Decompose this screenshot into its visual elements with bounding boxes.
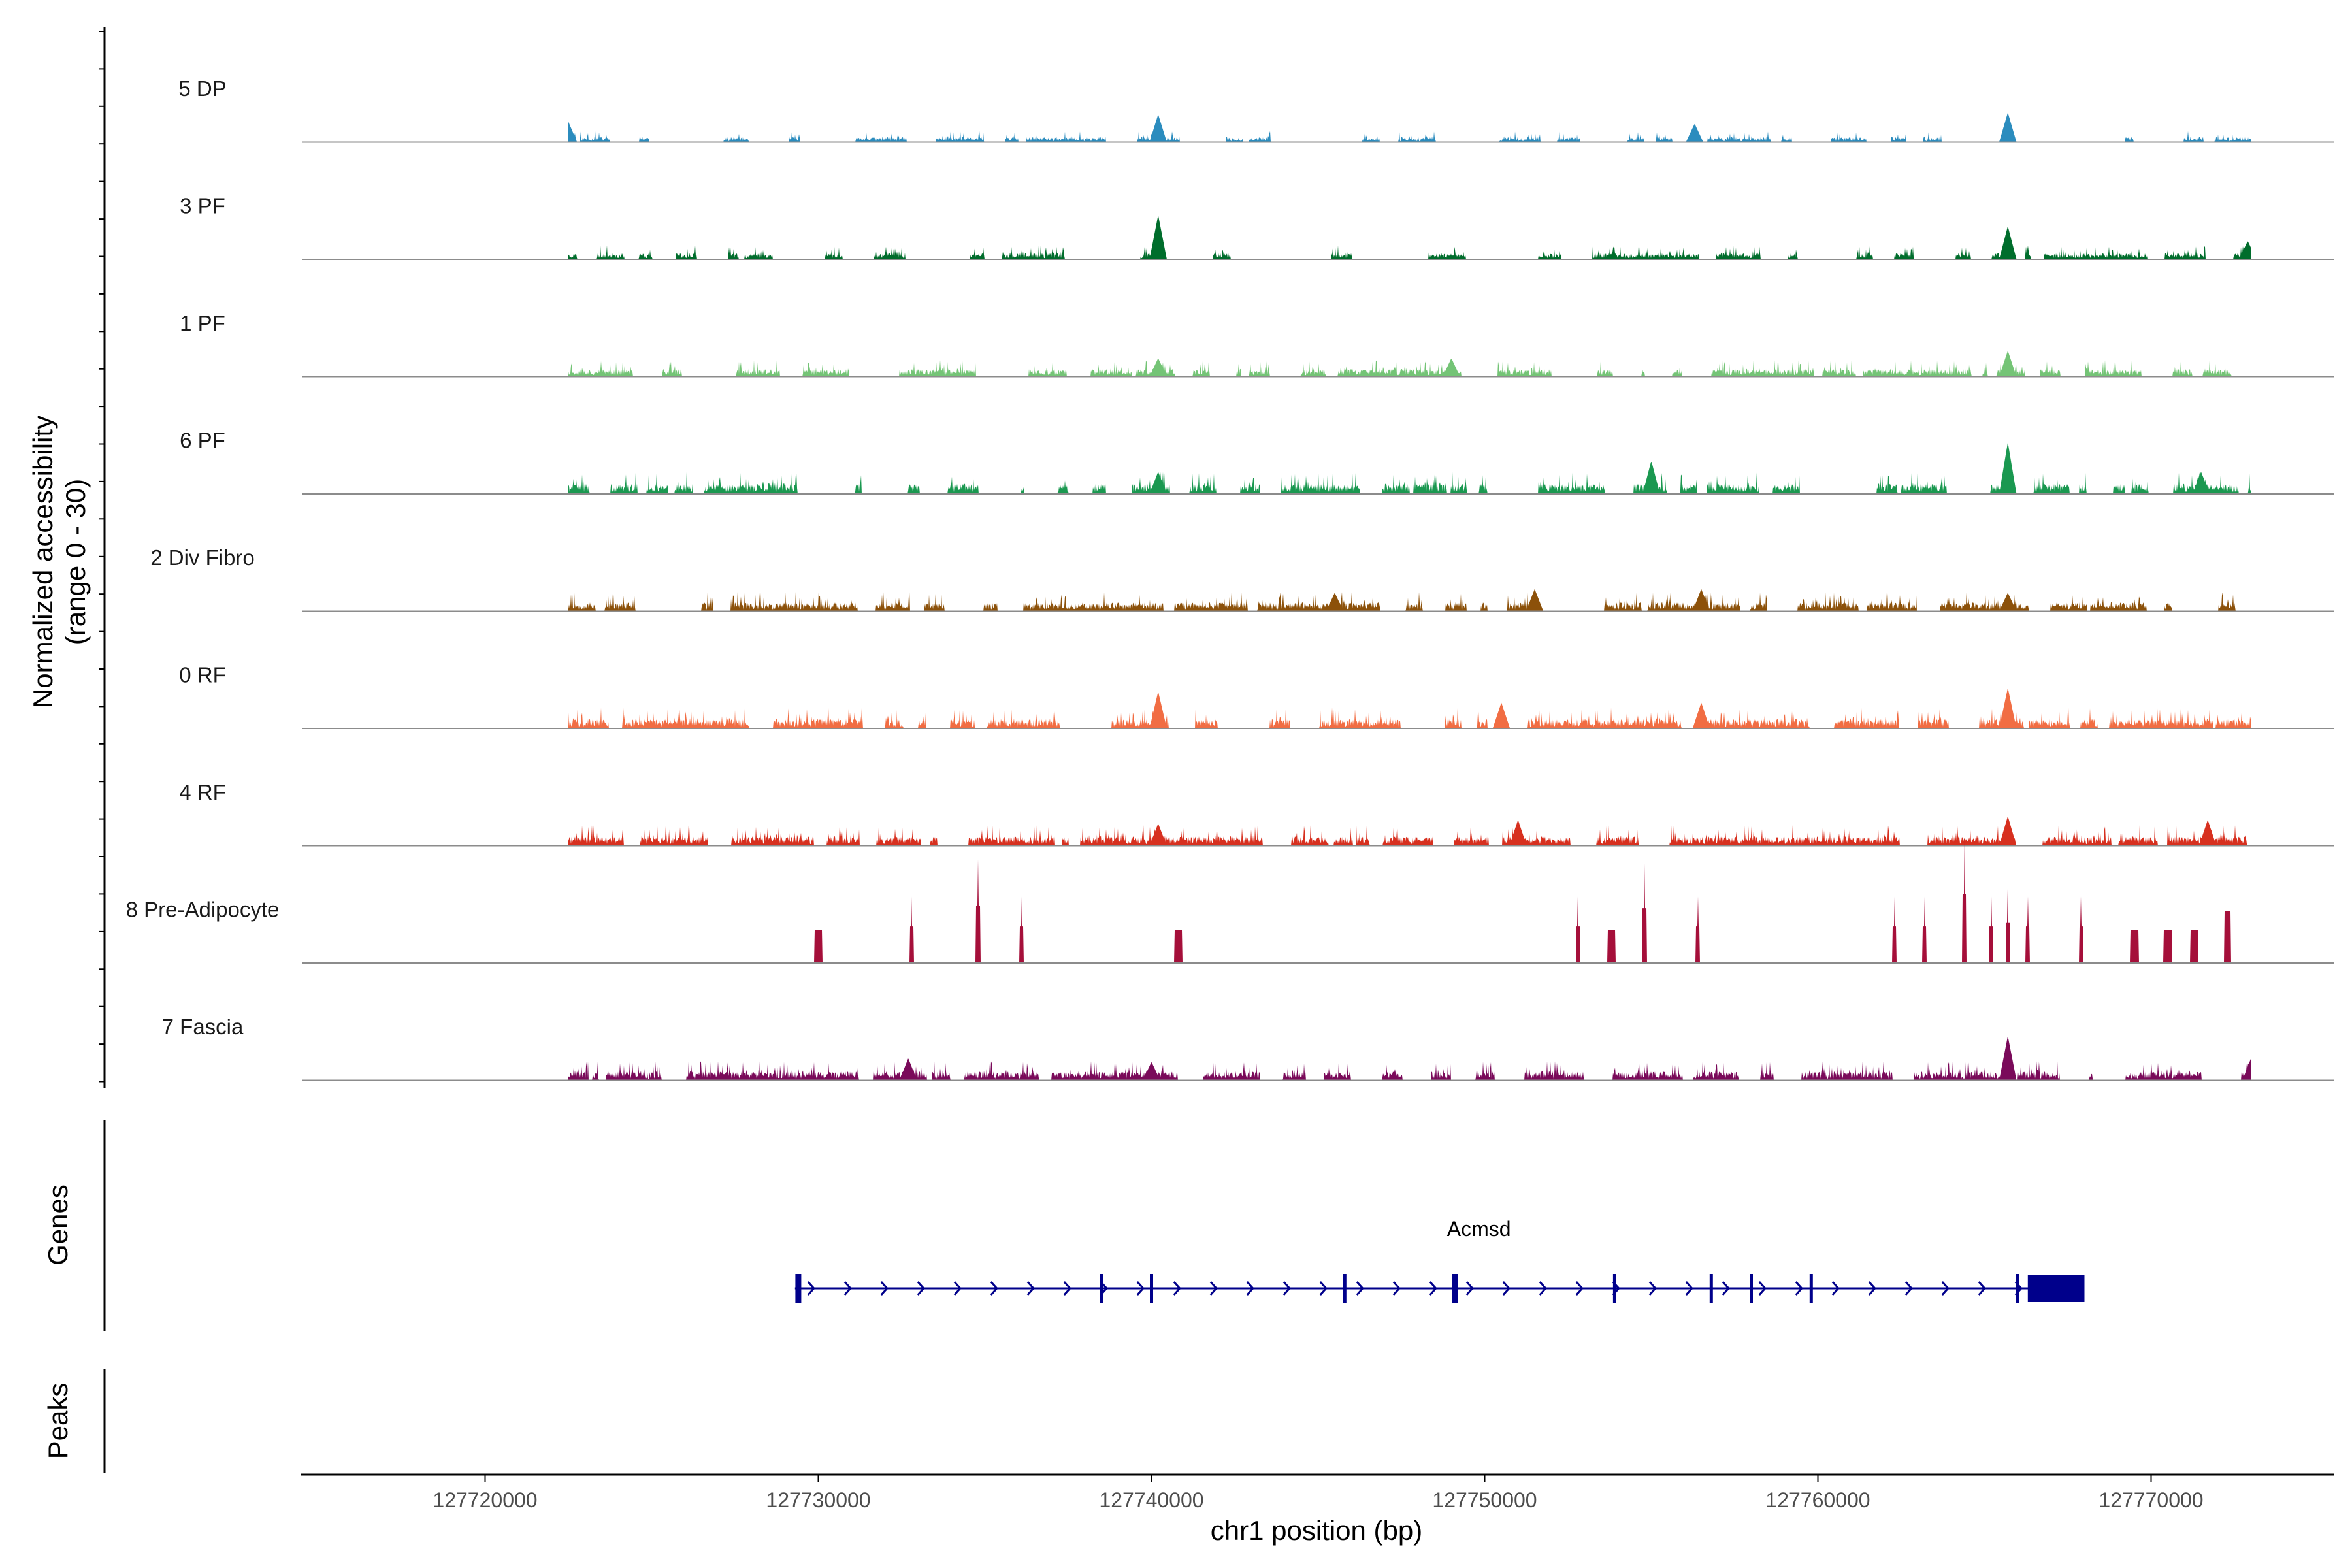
exon <box>1612 1274 1616 1303</box>
strand-arrow-icon <box>1136 1281 1145 1296</box>
exon <box>1452 1274 1458 1303</box>
y-axis-title-line1: Normalized accessibility <box>27 416 58 708</box>
strand-arrow-icon <box>880 1281 889 1296</box>
coverage-area <box>568 817 2251 846</box>
coverage-area <box>568 443 2251 494</box>
coverage-area <box>568 688 2251 728</box>
strand-arrow-icon <box>1758 1281 1767 1296</box>
track-label: 3 PF <box>180 194 225 218</box>
genes-panel-label: Genes <box>42 1184 73 1266</box>
track-label: 5 DP <box>178 76 226 101</box>
x-tick-label: 127750000 <box>1432 1488 1537 1512</box>
track-5-dp: 5 DP <box>178 76 2334 143</box>
x-tick-label: 127740000 <box>1099 1488 1203 1512</box>
x-tick-label: 127760000 <box>1765 1488 1870 1512</box>
strand-arrow-icon <box>1502 1281 1511 1296</box>
strand-arrow-icon <box>807 1281 815 1296</box>
strand-arrow-icon <box>1429 1281 1437 1296</box>
track-4-rf: 4 RF <box>179 780 2334 847</box>
exon <box>1709 1274 1713 1303</box>
strand-arrow-icon <box>1831 1281 1840 1296</box>
exon <box>1750 1274 1753 1303</box>
strand-arrow-icon <box>1209 1281 1218 1296</box>
x-axis: 127720000 127730000 127740000 127750000 1277… <box>301 1473 2334 1512</box>
strand-arrow-icon <box>1319 1281 1328 1296</box>
y-axis-title: Normalized accessibility (range 0 - 30) <box>27 416 91 708</box>
utr-block <box>2027 1275 2085 1302</box>
strand-arrow-icon <box>1904 1281 1913 1296</box>
track-label: 2 Div Fibro <box>150 546 255 570</box>
coverage-area <box>568 837 2251 963</box>
exon <box>1150 1274 1153 1303</box>
track-label: 8 Pre-Adipocyte <box>126 898 280 922</box>
gene-name-label: Acmsd <box>1447 1217 1511 1241</box>
strand-arrow-icon <box>1539 1281 1547 1296</box>
track-2-div-fibro: 2 Div Fibro <box>150 546 2334 612</box>
strand-arrow-icon <box>1978 1281 1986 1296</box>
x-axis-title: chr1 position (bp) <box>1211 1515 1423 1546</box>
coverage-area <box>568 113 2251 142</box>
track-3-pf: 3 PF <box>180 194 2334 260</box>
track-7-fascia: 7 Fascia <box>162 1015 2334 1081</box>
track-label: 0 RF <box>179 663 226 687</box>
strand-arrow-icon <box>990 1281 998 1296</box>
strand-arrow-icon <box>843 1281 852 1296</box>
track-0-rf: 0 RF <box>179 663 2334 729</box>
track-label: 7 Fascia <box>162 1015 244 1039</box>
strand-arrow-icon <box>917 1281 925 1296</box>
y-axis-title-line2: (range 0 - 30) <box>60 479 91 645</box>
x-tick-label: 127730000 <box>766 1488 870 1512</box>
strand-arrow-icon <box>1465 1281 1474 1296</box>
strand-arrow-icon <box>1868 1281 1876 1296</box>
x-tick-label: 127770000 <box>2099 1488 2203 1512</box>
exon <box>1100 1274 1103 1303</box>
y-axis-ticks <box>99 27 106 1088</box>
strand-arrow-icon <box>1282 1281 1291 1296</box>
track-6-pf: 6 PF <box>180 429 2334 495</box>
strand-arrow-icon <box>1356 1281 1364 1296</box>
strand-arrow-icon <box>1648 1281 1657 1296</box>
track-label: 4 RF <box>179 780 226 804</box>
strand-arrow-icon <box>1026 1281 1035 1296</box>
coverage-tracks: 5 DP 3 PF 1 PF 6 PF 2 Div Fibro 0 RF 4 RF 8 Pre… <box>126 76 2334 1081</box>
strand-arrow-icon <box>953 1281 962 1296</box>
track-label: 1 PF <box>180 311 225 335</box>
coverage-area <box>568 1036 2251 1081</box>
strand-arrow-icon <box>1685 1281 1693 1296</box>
track-1-pf: 1 PF <box>180 311 2334 378</box>
strand-arrow-icon <box>1173 1281 1181 1296</box>
exon <box>1343 1274 1347 1303</box>
coverage-area <box>568 351 2251 377</box>
strand-arrow-icon <box>1063 1281 1071 1296</box>
coverage-area <box>568 589 2251 612</box>
strand-arrow-icon <box>1392 1281 1401 1296</box>
gene-track: Acmsd <box>103 1120 2085 1473</box>
coverage-area <box>568 216 2251 259</box>
track-label: 6 PF <box>180 429 225 453</box>
strand-arrow-icon <box>1941 1281 1950 1296</box>
strand-arrow-icon <box>1795 1281 1803 1296</box>
track-8-pre-adipocyte: 8 Pre-Adipocyte <box>126 837 2334 964</box>
strand-arrow-icon <box>1246 1281 1254 1296</box>
strand-arrow-icon <box>1722 1281 1730 1296</box>
exon <box>2016 1274 2019 1303</box>
exon <box>1809 1274 1813 1303</box>
peaks-panel-label: Peaks <box>42 1383 73 1460</box>
strand-arrow-icon <box>1575 1281 1584 1296</box>
x-tick-label: 127720000 <box>433 1488 537 1512</box>
exon <box>795 1274 802 1303</box>
